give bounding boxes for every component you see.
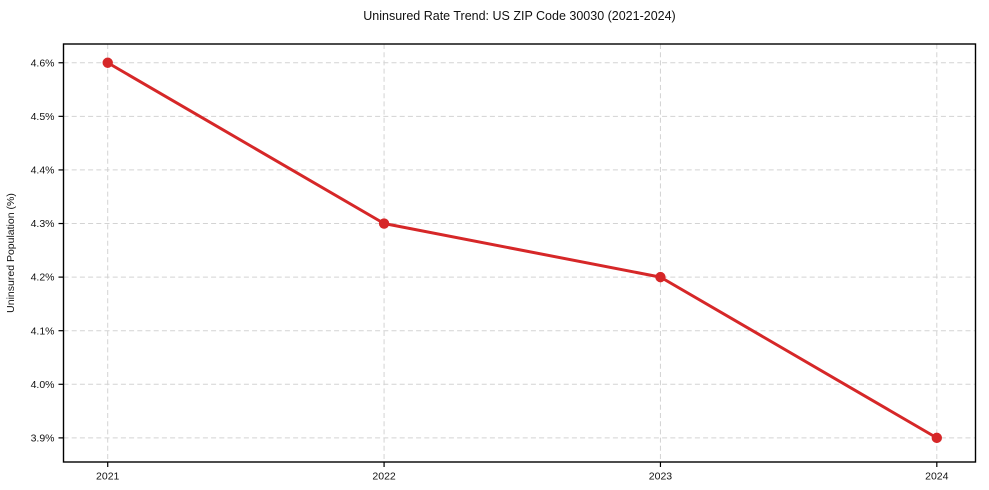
chart-title: Uninsured Rate Trend: US ZIP Code 30030 … [363,9,675,23]
y-tick-label: 4.4% [31,165,55,177]
y-tick-label: 3.9% [31,432,55,444]
data-points [102,57,943,444]
data-point [378,218,390,229]
gridlines [63,44,976,462]
data-point [931,432,943,444]
y-tick-label: 4.2% [31,272,55,284]
x-tick-label: 2021 [96,471,120,483]
x-tick-label: 2022 [372,471,396,483]
x-tick-label: 2024 [925,471,949,483]
y-tick-label: 4.1% [31,325,55,337]
y-tick-label: 4.3% [31,218,55,230]
data-point [655,271,666,283]
y-tick-label: 4.6% [31,57,55,69]
x-tick-label: 2023 [649,471,673,483]
trend-line [106,61,939,440]
axis-tick-labels: 3.9% 4.0% 4.1% 4.2% 4.3% 4.4% 4.5% 4.6% 2021 2022… [31,57,949,482]
y-tick-label: 4.0% [31,379,55,391]
plot-border [62,43,977,463]
axis-ticks [58,62,938,467]
y-tick-label: 4.5% [31,111,55,123]
y-axis-label: Uninsured Population (%) [5,193,17,313]
data-point [102,57,113,68]
